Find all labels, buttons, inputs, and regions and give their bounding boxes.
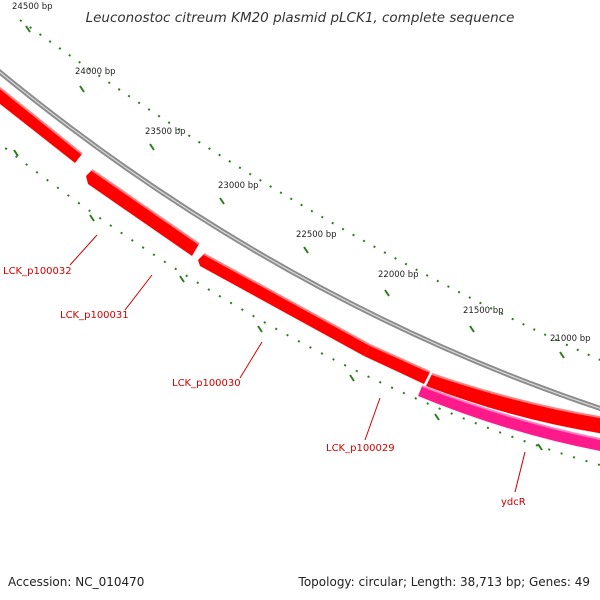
inner-major-ticks	[13, 149, 543, 451]
gene-label-ydcr: ydcR	[501, 497, 526, 508]
gene-lck-p100030[interactable]	[198, 253, 371, 356]
accession-text: Accession: NC_010470	[8, 575, 144, 589]
inner-tick-ring	[0, 142, 600, 466]
map-title: Leuconostoc citreum KM20 plasmid pLCK1, …	[86, 10, 515, 26]
topology-summary: Topology: circular; Length: 38,713 bp; G…	[298, 575, 590, 589]
backbone-circle	[0, 68, 600, 412]
gene-lck-p100032[interactable]	[0, 84, 83, 163]
gene-labels: LCK_p100032 LCK_p100031 LCK_p100030 LCK_…	[3, 266, 526, 508]
ruler-label-23500: 23500 bp	[145, 127, 186, 137]
ruler-label-23000: 23000 bp	[218, 181, 259, 191]
ruler-label-24000: 24000 bp	[75, 67, 116, 77]
gene-label-lck-p100031: LCK_p100031	[60, 310, 129, 321]
gene-lck-p100031[interactable]	[86, 169, 200, 256]
gene-adjacent-right[interactable]	[426, 373, 600, 434]
ruler-label-21500: 21500 bp	[463, 306, 504, 316]
gene-leader-lines	[69, 234, 526, 493]
gene-ydcr[interactable]	[418, 385, 600, 452]
ruler-label-24500: 24500 bp	[12, 2, 53, 12]
gene-label-lck-p100030: LCK_p100030	[172, 378, 241, 389]
ruler-label-22000: 22000 bp	[378, 270, 419, 280]
ruler-labels: 24500 bp 24000 bp 23500 bp 23000 bp 2250…	[12, 2, 591, 344]
gene-lck-p100029[interactable]	[364, 344, 431, 384]
gene-label-lck-p100032: LCK_p100032	[3, 266, 72, 277]
ruler-label-21000: 21000 bp	[550, 334, 591, 344]
gene-label-lck-p100029: LCK_p100029	[326, 443, 395, 454]
outer-major-ticks	[25, 25, 565, 359]
ruler-label-22500: 22500 bp	[296, 230, 337, 240]
